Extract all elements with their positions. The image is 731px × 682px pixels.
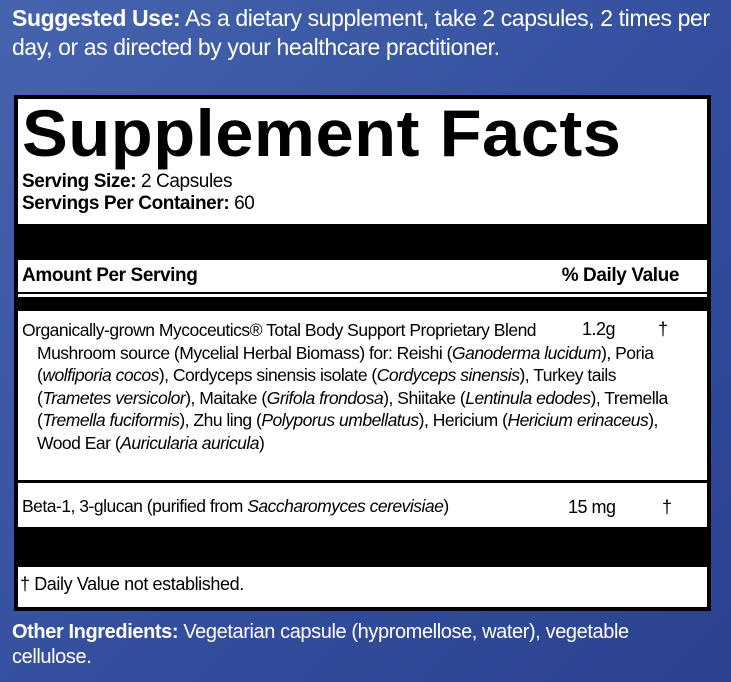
ingredient-row: Organically-grown Mycoceutics® Total Bod…: [22, 319, 707, 454]
description-text: ), Turkey tails (: [37, 365, 617, 408]
description-text: ), Poria (: [37, 342, 654, 386]
suggested-use: Suggested Use: As a dietary supplement, …: [12, 4, 727, 62]
species-name: Hericium erinaceus: [507, 410, 649, 430]
ingredient-name-suffix: ): [443, 496, 449, 516]
species-name: Trametes versicolor: [42, 387, 186, 408]
ingredient-dv: †: [662, 497, 672, 517]
suggested-use-text: As a dietary supplement, take 2 capsules…: [12, 5, 710, 60]
column-header: Amount Per Serving % Daily Value: [22, 265, 679, 287]
description-text: Mushroom source (Mycelial Herbal Biomass…: [37, 342, 452, 363]
ingredient-row: Beta-1, 3-glucan (purified from Saccharo…: [22, 495, 707, 518]
species-name: Polyporus umbellatus: [261, 410, 419, 430]
amount-header: Amount Per Serving: [22, 265, 198, 286]
supplement-facts-panel: Supplement Facts Serving Size: 2 Capsule…: [14, 95, 711, 611]
panel-title: Supplement Facts: [22, 96, 622, 170]
species-name: Auricularia auricula: [120, 432, 260, 453]
divider-line: [18, 480, 707, 483]
description-text: ), Tremella (: [37, 387, 668, 431]
description-text: ), Zhu ling (: [179, 410, 262, 430]
divider-line: [18, 292, 707, 294]
species-name: Cordyceps sinensis: [376, 365, 520, 385]
description-text: ), Hericium (: [418, 410, 508, 430]
suggested-use-label: Suggested Use:: [12, 5, 181, 31]
description-text: ), Maitake (: [185, 387, 267, 408]
servings-per-container: 60: [229, 193, 255, 214]
description-text: ), Wood Ear (: [37, 410, 658, 453]
ingredient-amount: 15 mg: [568, 497, 616, 517]
serving-info: Serving Size: 2 Capsules Servings Per Co…: [22, 171, 255, 215]
species-name: Grifola frondosa: [266, 387, 384, 408]
divider-bar: [18, 224, 707, 260]
divider-bar: [18, 297, 707, 311]
species-name: Tremella fuciformis: [42, 410, 180, 430]
serving-size: 2 Capsules: [136, 171, 233, 192]
other-ingredients-label: Other Ingredients:: [12, 621, 179, 643]
ingredient-name: Beta-1, 3-glucan (purified from: [22, 496, 248, 516]
ingredient-dv: †: [658, 319, 668, 339]
species-name: wolfiporia cocos: [42, 365, 159, 385]
description-text: ), Shiitake (: [383, 387, 466, 408]
servings-label: Servings Per Container:: [22, 193, 230, 214]
species-name: Lentinula edodes: [465, 387, 591, 408]
dv-header: % Daily Value: [561, 265, 680, 286]
ingredient-description: Mushroom source (Mycelial Herbal Biomass…: [22, 342, 672, 455]
ingredient-name-italic: Saccharomyces cerevisiae: [247, 496, 444, 516]
description-text: ), Cordyceps sinensis isolate (: [158, 365, 377, 385]
species-name: Ganoderma lucidum: [451, 342, 602, 363]
description-text: ): [259, 432, 265, 453]
serving-size-label: Serving Size:: [22, 171, 137, 192]
other-ingredients-text: Vegetarian capsule (hypromellose, water)…: [12, 621, 629, 668]
other-ingredients: Other Ingredients: Vegetarian capsule (h…: [12, 620, 712, 670]
divider-bar: [18, 527, 707, 567]
footnote: † Daily Value not established.: [20, 574, 244, 594]
ingredient-name: Organically-grown Mycoceutics® Total Bod…: [22, 320, 537, 340]
ingredient-amount: 1.2g: [582, 319, 616, 339]
